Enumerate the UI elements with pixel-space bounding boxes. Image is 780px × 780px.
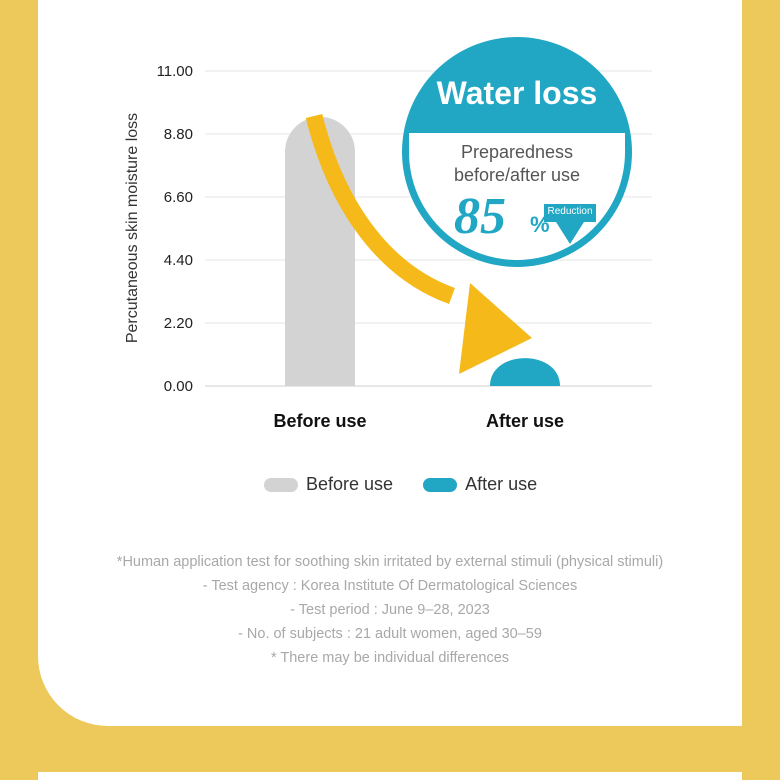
trend-arrow-head (459, 283, 532, 374)
reduction-value: 85 (454, 188, 506, 245)
legend-item-before: Before use (264, 474, 393, 495)
y-tick-label: 0.00 (164, 378, 193, 395)
x-tick-label: Before use (273, 411, 366, 431)
y-tick-labels: 11.00 8.80 6.60 4.40 2.20 0.00 (157, 63, 193, 395)
legend-swatch-before (264, 477, 298, 492)
legend-item-after: After use (423, 474, 537, 495)
note-test-type: *Human application test for soothing ski… (116, 554, 664, 570)
note-period: - Test period : June 9–28, 2023 (290, 602, 490, 618)
badge-title: Water loss (436, 75, 598, 111)
note-disclaimer: * There may be individual differences (270, 650, 510, 666)
footnotes: *Human application test for soothing ski… (38, 550, 742, 670)
note-subjects: - No. of subjects : 21 adult women, aged… (238, 626, 542, 642)
category-labels: Before use After use (273, 411, 564, 431)
reduction-tag: Reduction (547, 206, 593, 217)
y-tick-label: 11.00 (157, 63, 193, 80)
legend: Before use After use (264, 474, 537, 495)
down-arrow-icon (544, 204, 596, 244)
trend-arrow-shaft (305, 113, 456, 304)
legend-swatch-after (423, 477, 458, 492)
badge-subtitle: Preparedness before/after use (402, 141, 632, 187)
bar-after-use (490, 358, 560, 386)
legend-label-before: Before use (306, 474, 394, 494)
legend-label-after: After use (465, 474, 538, 494)
badge-subtitle-line1: Preparedness (460, 142, 574, 162)
y-axis-label: Percutaneous skin moisture loss (124, 112, 141, 344)
y-tick-label: 6.60 (164, 189, 193, 206)
y-tick-label: 4.40 (164, 252, 193, 269)
trend-arrow (305, 113, 532, 374)
y-tick-label: 8.80 (164, 126, 193, 143)
water-loss-badge: Water loss Preparedness before/after use… (402, 37, 632, 267)
note-agency: - Test agency : Korea Institute Of Derma… (202, 578, 578, 594)
x-tick-label: After use (486, 411, 564, 431)
y-tick-label: 2.20 (164, 315, 193, 332)
next-card-edge (38, 772, 742, 780)
badge-subtitle-line2: before/after use (453, 165, 581, 185)
